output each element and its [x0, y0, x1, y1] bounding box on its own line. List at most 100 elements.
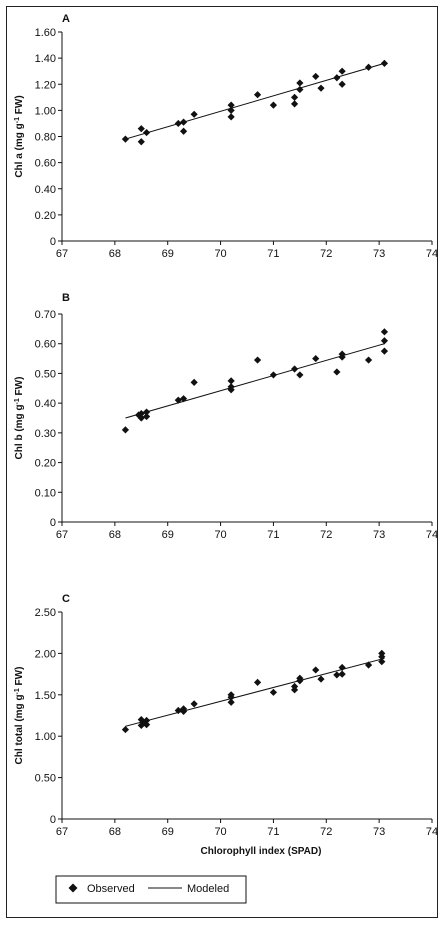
y-tick-label: 0.70 — [35, 309, 56, 321]
observed-point — [179, 705, 188, 713]
observed-point — [142, 412, 151, 421]
observed-point — [190, 378, 198, 386]
observed-point — [333, 671, 341, 679]
observed-point — [253, 91, 262, 99]
y-tick-label: 0.40 — [35, 398, 56, 410]
y-tick-label: 0.20 — [35, 458, 56, 470]
x-tick-label: 70 — [214, 248, 226, 260]
y-tick-label: 0.40 — [35, 184, 56, 196]
observed-point — [296, 85, 304, 94]
chart-panel-c: C 0 0.50 1.00 1.50 2.00 2.50 67 68 69 70 71 72 73 74 Ch… — [14, 593, 439, 857]
x-tick-label: 68 — [109, 248, 121, 260]
x-tick-label: 72 — [320, 826, 332, 838]
observed-point — [296, 79, 304, 87]
x-tick-label: 71 — [267, 529, 279, 541]
y-tick-label: 0.60 — [35, 158, 56, 170]
x-tick-label: 73 — [373, 248, 385, 260]
y-tick-label: 0 — [50, 236, 56, 248]
x-tick-label: 72 — [320, 248, 332, 260]
observed-point — [378, 653, 386, 661]
x-tick-label: 71 — [267, 826, 279, 838]
observed-point — [174, 396, 182, 404]
observed-point — [312, 354, 320, 363]
observed-point — [137, 138, 145, 146]
observed-point — [338, 80, 346, 88]
x-tick-label: 72 — [320, 529, 332, 541]
observed-point — [338, 67, 346, 75]
observed-point — [364, 661, 373, 669]
y-tick-label: 0.10 — [35, 487, 56, 499]
observed-point — [121, 725, 130, 734]
observed-point — [174, 706, 182, 715]
legend-observed-marker — [68, 883, 78, 893]
observed-point — [227, 101, 235, 109]
y-tick-label: 1.60 — [35, 27, 56, 39]
y-tick-label: 0.80 — [35, 132, 56, 144]
y-tick-label: 2.00 — [35, 648, 56, 660]
observed-point — [179, 395, 188, 403]
y-tick-label: 0 — [50, 814, 56, 826]
observed-point — [253, 678, 262, 686]
observed-point — [179, 127, 188, 135]
observed-point — [380, 347, 389, 355]
y-tick-label: 1.00 — [35, 731, 56, 743]
observed-point — [190, 700, 198, 708]
y-tick-label: 0 — [50, 517, 56, 529]
y-tick-label: 1.50 — [35, 690, 56, 702]
observed-point — [380, 337, 389, 345]
observed-point — [227, 698, 235, 706]
observed-point — [269, 688, 278, 696]
observed-point — [317, 84, 325, 92]
modeled-line — [125, 62, 385, 140]
modeled-line — [125, 343, 385, 419]
x-tick-label: 73 — [373, 529, 385, 541]
observed-point — [296, 371, 304, 379]
y-tick-label: 0.30 — [35, 428, 56, 440]
x-tick-label: 69 — [162, 826, 174, 838]
observed-point — [253, 356, 262, 364]
y-tick-label: 0.20 — [35, 210, 56, 222]
y-axis-label: Chl a (mg g-1 FW) — [14, 95, 26, 177]
x-tick-label: 74 — [426, 248, 438, 260]
observed-point — [227, 113, 235, 121]
chart-panel-b: B 0 0.10 0.20 0.30 0.40 0.50 0.60 0.70 67 68 69 70 71… — [14, 292, 439, 541]
chart-panels: A 0 0.20 0.40 0.60 0.80 1.00 1.20 1.40 1.60 67 68 69… — [14, 13, 439, 857]
observed-point — [338, 353, 346, 361]
y-tick-label: 1.40 — [35, 53, 56, 65]
y-tick-label: 0.50 — [35, 773, 56, 785]
observed-point — [269, 371, 278, 379]
y-tick-label: 1.00 — [35, 105, 56, 117]
observed-point — [312, 666, 320, 674]
observed-point — [380, 328, 389, 336]
observed-point — [338, 670, 346, 678]
y-tick-label: 2.50 — [35, 607, 56, 619]
panel-label: C — [62, 593, 70, 605]
observed-point — [317, 675, 325, 683]
y-tick-label: 0.60 — [35, 339, 56, 351]
y-tick-label: 1.20 — [35, 79, 56, 91]
observed-point — [290, 682, 299, 691]
y-tick-label: 0.50 — [35, 368, 56, 380]
observed-point — [290, 93, 299, 101]
legend: Observed Modeled — [55, 875, 247, 904]
observed-point — [137, 414, 145, 422]
y-axis-label: Chl total (mg g-1 FW) — [14, 667, 26, 765]
y-axis-label: Chl b (mg g-1 FW) — [14, 377, 26, 460]
observed-point — [121, 426, 130, 434]
legend-observed-label: Observed — [87, 883, 135, 895]
observed-point — [338, 663, 346, 672]
chart-panel-a: A 0 0.20 0.40 0.60 0.80 1.00 1.20 1.40 1.60 67 68 69… — [14, 13, 439, 260]
x-tick-label: 69 — [162, 529, 174, 541]
x-tick-label: 74 — [426, 529, 438, 541]
x-tick-label: 70 — [214, 529, 226, 541]
observed-point — [296, 674, 304, 682]
x-tick-label: 70 — [214, 826, 226, 838]
x-tick-label: 74 — [426, 826, 438, 838]
legend-box — [55, 875, 247, 904]
x-tick-label: 73 — [373, 826, 385, 838]
panel-label: B — [62, 292, 70, 304]
x-tick-label: 68 — [109, 529, 121, 541]
observed-point — [142, 721, 151, 729]
x-tick-label: 67 — [56, 248, 68, 260]
